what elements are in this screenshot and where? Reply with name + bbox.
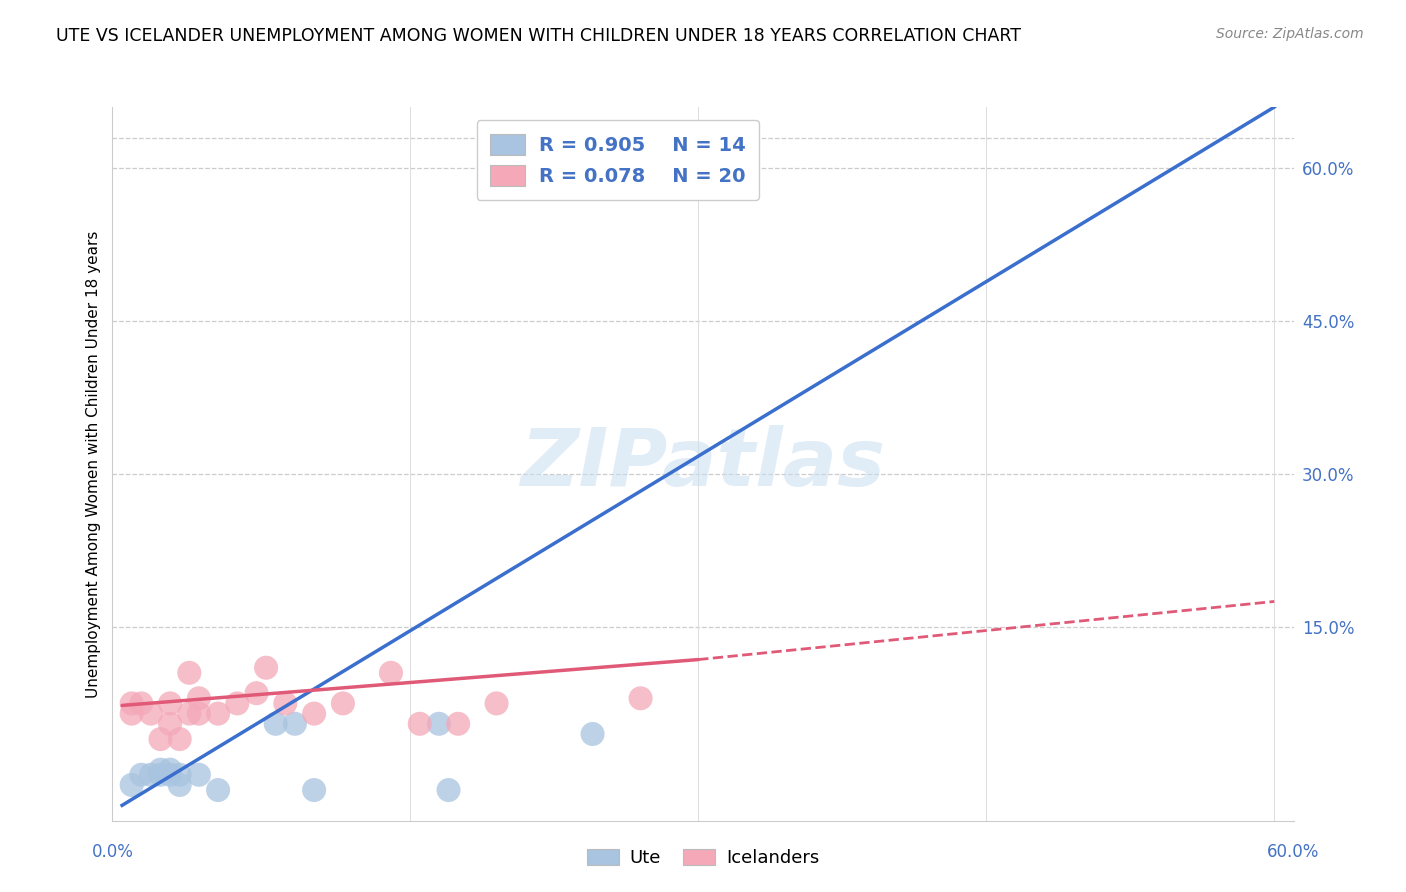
Point [332,697,354,711]
Point [427,716,450,731]
Point [139,768,162,782]
Point [581,727,603,741]
Y-axis label: Unemployment Among Women with Children Under 18 years: Unemployment Among Women with Children U… [86,230,101,698]
Point [207,783,229,797]
Point [169,778,191,792]
Text: Source: ZipAtlas.com: Source: ZipAtlas.com [1216,27,1364,41]
Point [447,716,470,731]
Text: 60.0%: 60.0% [1267,843,1320,861]
Point [274,697,297,711]
Point [630,691,652,706]
Legend: Ute, Icelanders: Ute, Icelanders [579,841,827,874]
Point [149,763,172,777]
Point [129,697,152,711]
Point [187,691,209,706]
Point [302,783,325,797]
Point [380,665,402,680]
Point [245,686,267,700]
Text: UTE VS ICELANDER UNEMPLOYMENT AMONG WOMEN WITH CHILDREN UNDER 18 YEARS CORRELATI: UTE VS ICELANDER UNEMPLOYMENT AMONG WOME… [56,27,1021,45]
Point [207,706,229,721]
Point [226,697,249,711]
Point [179,665,201,680]
Legend: R = 0.905    N = 14, R = 0.078    N = 20: R = 0.905 N = 14, R = 0.078 N = 20 [477,120,759,200]
Point [485,697,508,711]
Point [121,778,143,792]
Point [129,768,152,782]
Point [187,706,209,721]
Point [187,768,209,782]
Point [159,768,181,782]
Point [159,697,181,711]
Point [302,706,325,721]
Point [284,716,307,731]
Point [149,732,172,747]
Point [159,763,181,777]
Point [149,768,172,782]
Point [121,697,143,711]
Point [139,706,162,721]
Text: 0.0%: 0.0% [91,843,134,861]
Point [169,732,191,747]
Point [409,716,432,731]
Text: ZIPatlas: ZIPatlas [520,425,886,503]
Point [264,716,287,731]
Point [254,661,277,675]
Point [179,706,201,721]
Point [169,768,191,782]
Point [437,783,460,797]
Point [159,716,181,731]
Point [121,706,143,721]
